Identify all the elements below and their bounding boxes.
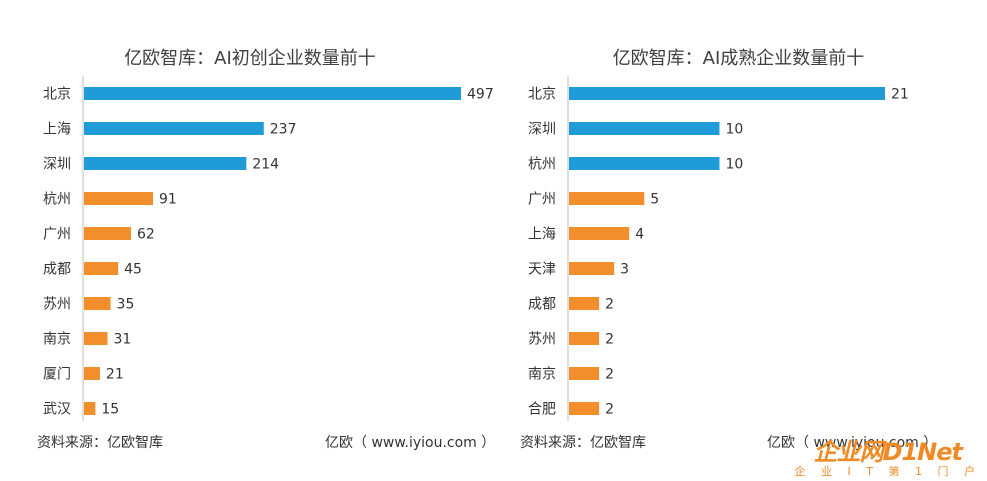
bar <box>84 367 100 380</box>
bar <box>569 332 600 345</box>
category-label: 上海 <box>43 122 71 138</box>
startup-chart-panel: 亿欧智库：AI初创企业数量前十 北京 497 上海 237 深圳 214 杭州 91 广州 62 成… <box>37 48 496 451</box>
value-label: 45 <box>124 262 142 278</box>
value-label: 2 <box>605 402 614 418</box>
mature-chart-panel: 亿欧智库：AI成熟企业数量前十 北京 21 深圳 10 杭州 10 广州 5 上海 4 天津 3 成都 2… <box>490 0 987 481</box>
value-label: 91 <box>159 192 177 208</box>
watermark-tagline: 企 业 I T 第 1 门 户 <box>794 465 981 478</box>
bar <box>569 122 720 135</box>
value-label: 62 <box>137 227 155 243</box>
category-label: 深圳 <box>528 122 556 138</box>
bar <box>569 157 720 170</box>
category-label: 厦门 <box>43 367 71 383</box>
value-label: 214 <box>252 157 279 173</box>
value-label: 31 <box>114 332 132 348</box>
category-label: 北京 <box>528 87 556 103</box>
value-label: 10 <box>725 122 743 138</box>
watermark-logo: 企业网D1Net 企 业 I T 第 1 门 户 <box>795 440 981 477</box>
bar <box>84 402 96 415</box>
credit-note: 亿欧（ www.iyiou.com ） <box>325 435 496 451</box>
value-label: 5 <box>650 192 659 208</box>
category-label: 杭州 <box>43 192 71 208</box>
category-label: 广州 <box>43 227 71 243</box>
category-label: 成都 <box>528 297 556 313</box>
bar <box>84 122 264 135</box>
chart-title: 亿欧智库：AI初创企业数量前十 <box>124 48 376 69</box>
value-label: 2 <box>605 332 614 348</box>
startup-bar-chart: 北京 497 上海 237 深圳 214 杭州 91 广州 62 成都 45 苏州 35 南京 31 厦门 21 武… <box>43 76 494 421</box>
bar <box>84 192 154 205</box>
bar <box>84 297 111 310</box>
value-label: 2 <box>605 297 614 313</box>
value-label: 2 <box>605 367 614 383</box>
bar <box>569 192 645 205</box>
category-label: 上海 <box>528 227 556 243</box>
category-label: 天津 <box>528 262 556 278</box>
value-label: 237 <box>270 122 297 138</box>
category-label: 苏州 <box>43 297 71 313</box>
bar <box>84 157 247 170</box>
credit-note: 亿欧（ www.iyiou.com ） <box>767 435 938 451</box>
category-label: 南京 <box>43 332 71 348</box>
category-label: 北京 <box>43 87 71 103</box>
value-label: 497 <box>467 87 494 103</box>
value-label: 15 <box>101 402 119 418</box>
category-label: 武汉 <box>43 402 71 418</box>
watermark-brand: 企业网D1Net <box>813 438 963 466</box>
bar <box>84 332 108 345</box>
bar <box>84 227 132 240</box>
bar <box>569 367 600 380</box>
value-label: 35 <box>117 297 135 313</box>
bar <box>569 262 615 275</box>
category-label: 广州 <box>528 192 556 208</box>
bar <box>569 402 600 415</box>
category-label: 深圳 <box>43 157 71 173</box>
bar <box>569 87 885 100</box>
value-label: 10 <box>725 157 743 173</box>
bar <box>84 262 119 275</box>
category-label: 苏州 <box>528 332 556 348</box>
category-label: 南京 <box>528 367 556 383</box>
value-label: 21 <box>106 367 124 383</box>
source-note: 资料来源：亿欧智库 <box>37 435 163 451</box>
category-label: 成都 <box>43 262 71 278</box>
source-note: 资料来源：亿欧智库 <box>520 435 646 451</box>
bar <box>569 227 630 240</box>
chart-title: 亿欧智库：AI成熟企业数量前十 <box>612 48 865 69</box>
bar <box>84 87 461 100</box>
value-label: 21 <box>891 87 909 103</box>
bar <box>569 297 600 310</box>
value-label: 4 <box>635 227 644 243</box>
category-label: 杭州 <box>528 157 556 173</box>
mature-bar-chart: 北京 21 深圳 10 杭州 10 广州 5 上海 4 天津 3 成都 2 苏州 2 南京 2 合肥 2 <box>528 76 909 421</box>
category-label: 合肥 <box>528 402 556 418</box>
value-label: 3 <box>620 262 629 278</box>
